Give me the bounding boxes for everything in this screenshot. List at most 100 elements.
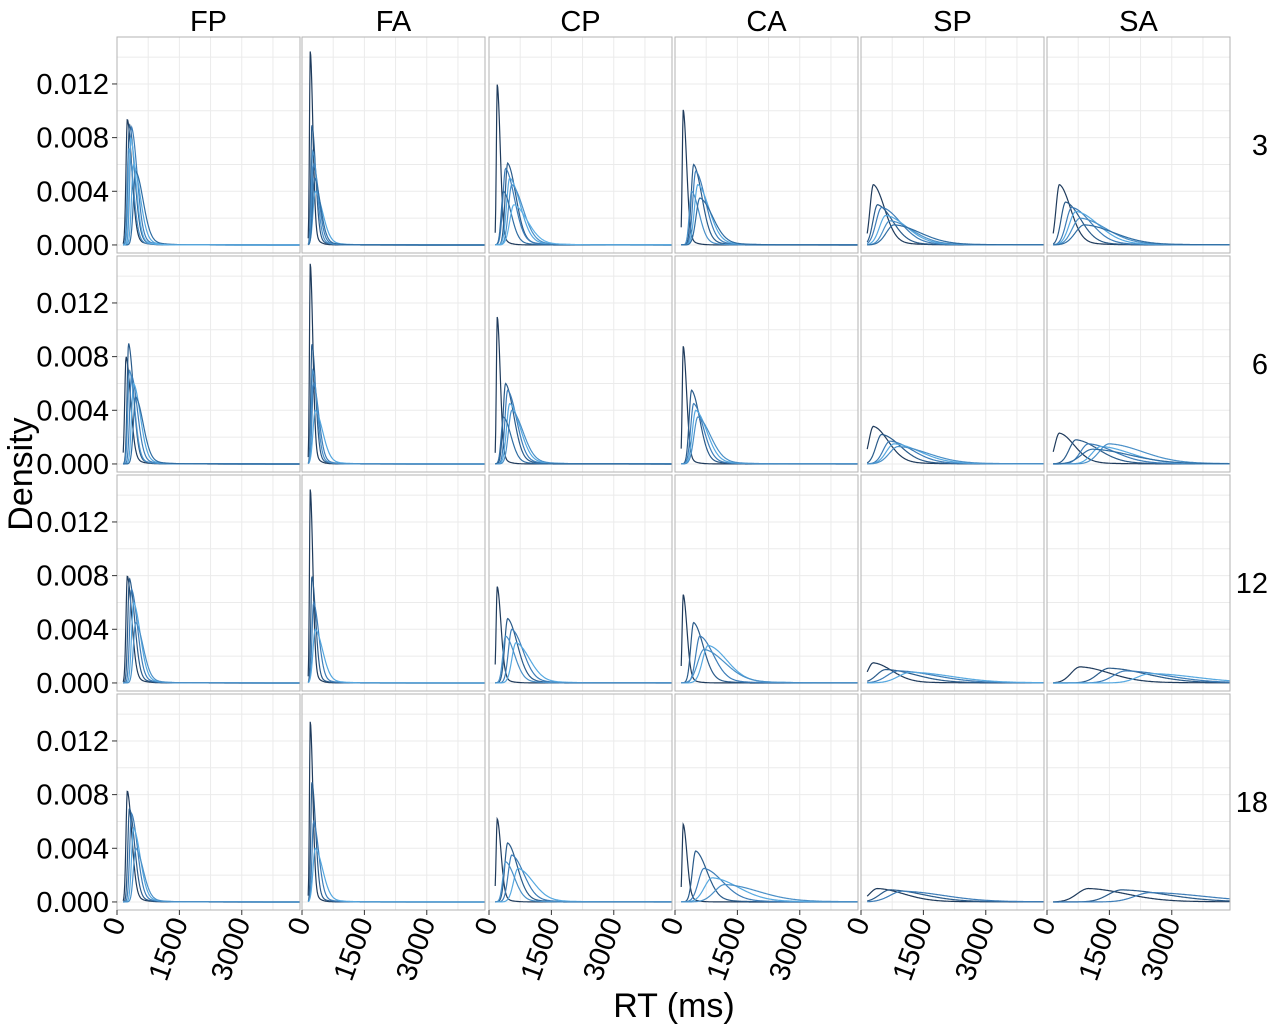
density-curve xyxy=(867,445,1044,465)
panel-border xyxy=(301,255,486,473)
density-curve xyxy=(307,628,485,684)
panel-background xyxy=(1047,694,1230,910)
panel-border xyxy=(488,36,673,254)
panel-fa-18 xyxy=(301,693,486,911)
panel-background xyxy=(117,256,300,472)
panel-fa-6 xyxy=(301,255,486,473)
panel-sa-18 xyxy=(1046,693,1231,911)
panel-background xyxy=(861,475,1044,691)
column-label-fa: FA xyxy=(376,6,412,38)
panel-border xyxy=(301,36,486,254)
panel-curves xyxy=(122,575,300,684)
density-curve xyxy=(867,890,1044,903)
density-curve xyxy=(1053,891,1230,903)
panels-layer xyxy=(116,36,1231,911)
panel-border xyxy=(860,255,1045,473)
y-tick-label: 0.008 xyxy=(36,780,109,812)
column-label-ca: CA xyxy=(746,6,787,38)
panel-curves xyxy=(680,109,858,246)
panel-ca-18 xyxy=(674,693,859,911)
panel-curves xyxy=(680,822,858,903)
panel-border xyxy=(1046,255,1231,473)
y-axis-title: Density xyxy=(2,417,40,530)
y-tick-label: 0.000 xyxy=(36,449,109,481)
panel-background xyxy=(1047,37,1230,253)
panel-background xyxy=(489,256,672,472)
panel-border xyxy=(301,474,486,692)
panel-border xyxy=(488,693,673,911)
panel-curves xyxy=(122,118,300,246)
panel-curves xyxy=(1053,666,1230,684)
panel-curves xyxy=(122,343,300,465)
row-label-3: 3 xyxy=(1252,130,1268,162)
y-tick-label: 0.000 xyxy=(36,230,109,262)
panel-border xyxy=(674,693,859,911)
row-label-6: 6 xyxy=(1252,349,1268,381)
y-tick-label: 0.004 xyxy=(36,833,109,865)
panel-border xyxy=(116,474,301,692)
panel-border xyxy=(116,693,301,911)
panel-background xyxy=(117,475,300,691)
panel-curves xyxy=(680,594,858,684)
y-tick-label: 0.012 xyxy=(36,726,109,758)
density-curve xyxy=(495,860,672,903)
panel-background xyxy=(1047,256,1230,472)
panel-ca-12 xyxy=(674,474,859,692)
column-label-sp: SP xyxy=(933,6,972,38)
panel-border xyxy=(301,693,486,911)
panel-sa-3 xyxy=(1046,36,1231,254)
density-curve xyxy=(307,177,485,246)
y-tick-label: 0.008 xyxy=(36,342,109,374)
density-curve xyxy=(681,648,858,684)
y-tick-label: 0.008 xyxy=(36,123,109,155)
density-curve xyxy=(867,224,1044,246)
panel-background xyxy=(302,37,485,253)
panel-border xyxy=(1046,36,1231,254)
density-curve xyxy=(495,416,672,465)
column-label-fp: FP xyxy=(190,6,227,38)
panel-sp-18 xyxy=(860,693,1045,911)
density-curve xyxy=(1053,448,1230,465)
row-strip-labels: 3 6 12 18 xyxy=(1236,130,1268,819)
panel-background xyxy=(302,256,485,472)
density-curve xyxy=(681,416,858,465)
row-label-18: 18 xyxy=(1236,787,1268,819)
panel-background xyxy=(1047,475,1230,691)
panel-fp-12 xyxy=(116,474,301,692)
panel-border xyxy=(116,255,301,473)
y-tick-label: 0.000 xyxy=(36,668,109,700)
y-tick-label: 0.008 xyxy=(36,561,109,593)
density-curve xyxy=(307,847,485,903)
panel-fp-6 xyxy=(116,255,301,473)
panel-sa-12 xyxy=(1046,474,1231,692)
panel-curves xyxy=(494,316,672,465)
y-tick-label: 0.012 xyxy=(36,69,109,101)
panel-background xyxy=(302,475,485,691)
panel-fa-12 xyxy=(301,474,486,692)
panel-curves xyxy=(494,84,672,246)
density-curve xyxy=(867,671,1044,684)
density-curve xyxy=(1053,224,1230,246)
panel-curves xyxy=(866,662,1044,684)
column-label-cp: CP xyxy=(560,6,600,38)
panel-curves xyxy=(866,184,1044,246)
panel-curves xyxy=(122,790,300,903)
panel-curves xyxy=(307,51,485,246)
panel-curves xyxy=(1052,184,1230,246)
panel-sa-6 xyxy=(1046,255,1231,473)
panel-background xyxy=(489,475,672,691)
panel-cp-3 xyxy=(488,36,673,254)
density-curve xyxy=(495,635,672,684)
panel-sp-6 xyxy=(860,255,1045,473)
panel-border xyxy=(674,474,859,692)
y-tick-label: 0.000 xyxy=(36,887,109,919)
panel-background xyxy=(302,694,485,910)
row-label-12: 12 xyxy=(1236,568,1268,600)
panel-curves xyxy=(307,489,485,684)
panel-curves xyxy=(1052,432,1230,465)
column-label-sa: SA xyxy=(1119,6,1158,38)
panel-border xyxy=(860,36,1045,254)
density-curve xyxy=(1053,672,1230,684)
panel-curves xyxy=(1053,887,1230,903)
